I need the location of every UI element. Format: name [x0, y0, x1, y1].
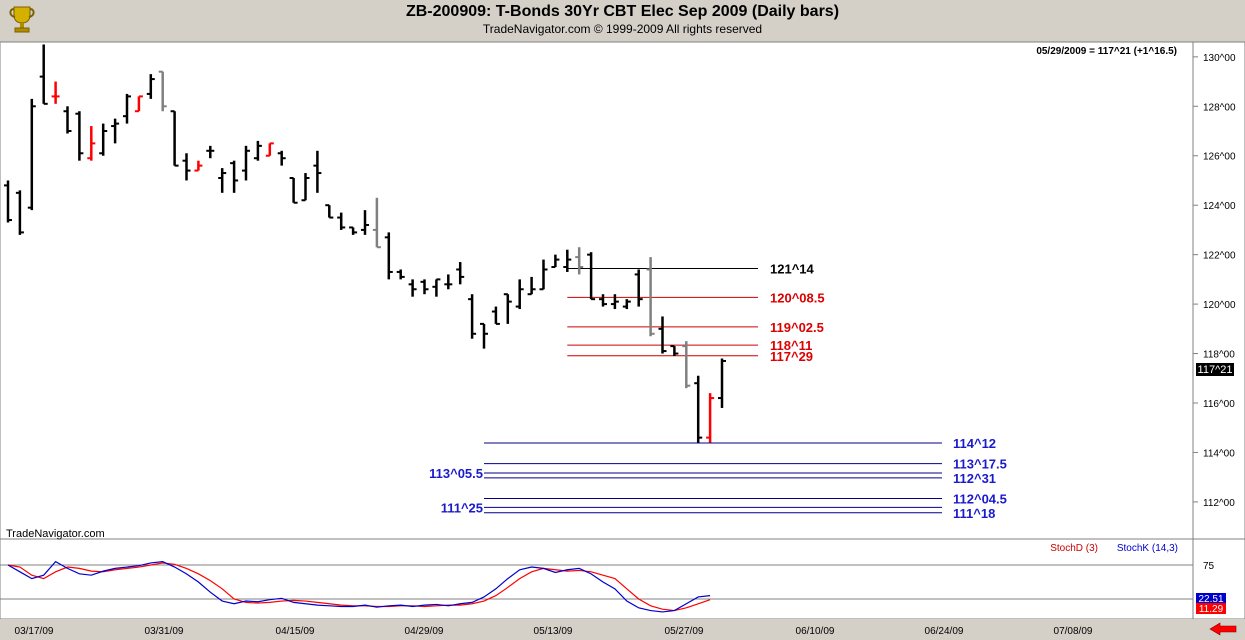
date-tick-label: 05/13/09 [534, 626, 573, 637]
chart-subtitle: TradeNavigator.com © 1999-2009 All right… [482, 22, 763, 36]
date-tick-label: 07/08/09 [1054, 626, 1093, 637]
indicator-plot-area [0, 538, 1194, 620]
scroll-left-arrow-icon[interactable] [1208, 622, 1238, 636]
price-tick-label: 126^00 [1203, 152, 1236, 163]
price-tick-label: 118^00 [1203, 350, 1235, 361]
chart-title: ZB-200909: T-Bonds 30Yr CBT Elec Sep 200… [405, 3, 840, 20]
stoch-tick-label: 75 [1203, 561, 1215, 572]
level-label: 113^17.5 [953, 457, 1007, 472]
legend-stochk: StochK (14,3) [1117, 543, 1178, 554]
price-tick-label: 112^00 [1203, 498, 1235, 509]
price-axis [1192, 41, 1245, 540]
price-tick-label: 114^00 [1203, 448, 1235, 459]
legend-stochd: StochD (3) [1050, 543, 1098, 554]
date-axis [0, 619, 1245, 640]
current-price-label: 117^21 [1198, 364, 1233, 376]
date-tick-label: 06/10/09 [796, 626, 835, 637]
date-tick-label: 04/15/09 [276, 626, 315, 637]
level-label: 121^14 [770, 261, 815, 276]
level-label: 118^11 [770, 338, 812, 353]
current-price-tag [1196, 363, 1234, 376]
price-tick-labels: 130^00 128^00 126^00 124^00 122^00 120^00 118^… [1203, 53, 1236, 509]
date-tick-labels: 03/17/09 03/31/09 04/15/09 04/29/09 05/13/09… [15, 626, 1093, 637]
level-label: 111^25 [441, 500, 483, 515]
date-tick-label: 03/17/09 [15, 626, 54, 637]
level-label: 114^12 [953, 436, 996, 451]
level-label: 112^04.5 [953, 491, 1007, 506]
price-tick-label: 116^00 [1203, 399, 1235, 410]
level-label: 120^08.5 [770, 290, 825, 305]
price-tick-label: 120^00 [1203, 300, 1236, 311]
level-label: 117^29 [770, 349, 813, 364]
level-label: 119^02.5 [770, 320, 824, 335]
trophy-icon [9, 6, 35, 33]
level-label: 113^05.5 [429, 466, 483, 481]
main-plot-area [0, 41, 1194, 540]
stochastic-lines: 75 [0, 560, 1215, 613]
stochd-last-value: 11.29 [1199, 604, 1224, 615]
grid-layer [1193, 56, 1198, 503]
title-bar: ZB-200909: T-Bonds 30Yr CBT Elec Sep 200… [0, 0, 1245, 42]
price-tick-label: 128^00 [1203, 102, 1236, 113]
stochk-line [7, 560, 711, 613]
date-tick-label: 03/31/09 [145, 626, 184, 637]
price-readout: 05/29/2009 = 117^21 (+1^16.5) [1036, 46, 1177, 57]
stochk-last-tag [1196, 593, 1226, 604]
price-tick-label: 124^00 [1203, 201, 1236, 212]
date-tick-label: 05/27/09 [665, 626, 704, 637]
price-tick-label: 130^00 [1203, 53, 1236, 64]
level-label: 112^31 [953, 471, 996, 486]
stochd-last-tag [1196, 603, 1226, 614]
price-tick-label: 122^00 [1203, 251, 1236, 262]
stochk-last-value: 22.51 [1198, 594, 1223, 605]
date-tick-label: 06/24/09 [925, 626, 964, 637]
ohlc-bars [4, 44, 726, 443]
level-label: 111^18 [953, 506, 995, 521]
date-tick-label: 04/29/09 [405, 626, 444, 637]
watermark: TradeNavigator.com [6, 528, 105, 540]
